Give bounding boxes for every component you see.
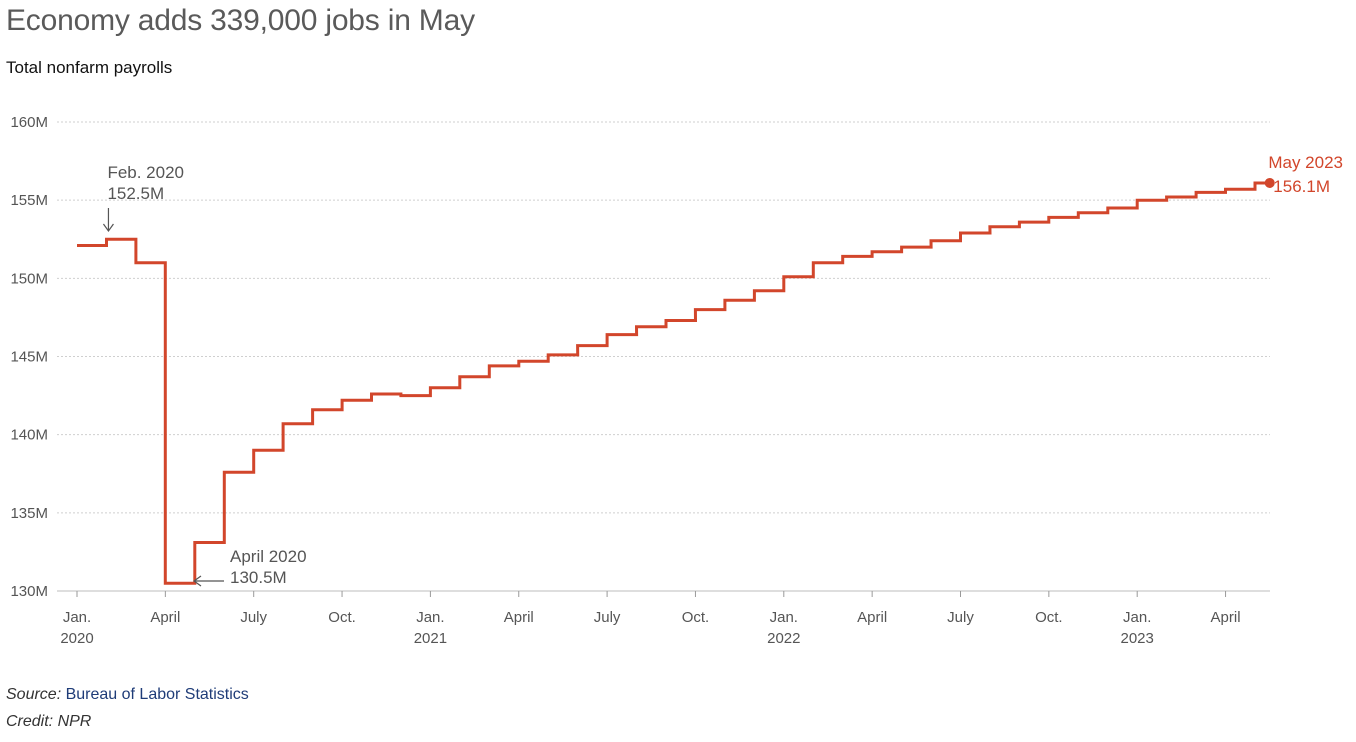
x-tick-year-2021-01: 2021 [414,630,447,647]
annotation-feb-2020-arrow [102,208,114,233]
x-tick-label-2021-07: July [594,609,621,626]
annotation-april-2020-arrow [192,575,224,587]
x-tick-label-2022-01: Jan. [770,609,798,626]
series-layer [77,177,1275,585]
grid-lines [57,121,1270,592]
endpoint-marker [1264,177,1275,188]
annotation-feb-2020-value: 152.5M [107,184,164,203]
annotations-layer: Feb. 2020 152.5M April 2020 130.5M May 2023 1… [102,153,1343,587]
x-tick-label-2022-04: April [857,609,887,626]
x-tick-label-2020-01: Jan. [63,609,91,626]
y-axis: 160M 155M 150M 145M 140M 135M 130M [10,114,48,600]
y-tick-label-130: 130M [10,583,48,600]
annotation-feb-2020-label: Feb. 2020 [107,163,184,182]
x-tick-label-2022-07: July [947,609,974,626]
credit-line: Credit: NPR [6,713,92,730]
x-axis: Jan. 2020 April July Oct. Jan. 2021 April July Oc… [60,591,1241,647]
chart-subtitle: Total nonfarm payrolls [6,58,173,77]
chart-title: Economy adds 339,000 jobs in May [6,4,475,37]
x-tick-label-2020-07: July [240,609,267,626]
x-tick-label-2021-04: April [504,609,534,626]
source-link[interactable]: Bureau of Labor Statistics [65,686,249,703]
x-tick-year-2020-01: 2020 [60,630,93,647]
x-tick-label-2023-04: April [1211,609,1241,626]
source-label: Source: [6,686,62,703]
y-tick-label-140: 140M [10,427,48,444]
annotation-april-2020-label: April 2020 [230,547,307,566]
x-tick-year-2022-01: 2022 [767,630,800,647]
y-tick-label-155: 155M [10,192,48,209]
y-tick-label-135: 135M [10,505,48,522]
x-tick-year-2023-01: 2023 [1121,630,1154,647]
source-line: Source: Bureau of Labor Statistics [6,686,249,704]
x-tick-label-2021-01: Jan. [416,609,444,626]
annotation-may-2023-label: May 2023 [1268,153,1343,172]
x-tick-label-2021-10: Oct. [682,609,710,626]
x-tick-label-2020-04: April [150,609,180,626]
x-tick-label-2022-10: Oct. [1035,609,1063,626]
y-tick-label-145: 145M [10,349,48,366]
annotation-april-2020-value: 130.5M [230,568,287,587]
series-line-payrolls [77,181,1270,585]
y-tick-label-160: 160M [10,114,48,131]
annotation-may-2023-value: 156.1M [1273,177,1330,196]
y-tick-label-150: 150M [10,270,48,287]
x-tick-label-2023-01: Jan. [1123,609,1151,626]
x-tick-label-2020-10: Oct. [328,609,356,626]
